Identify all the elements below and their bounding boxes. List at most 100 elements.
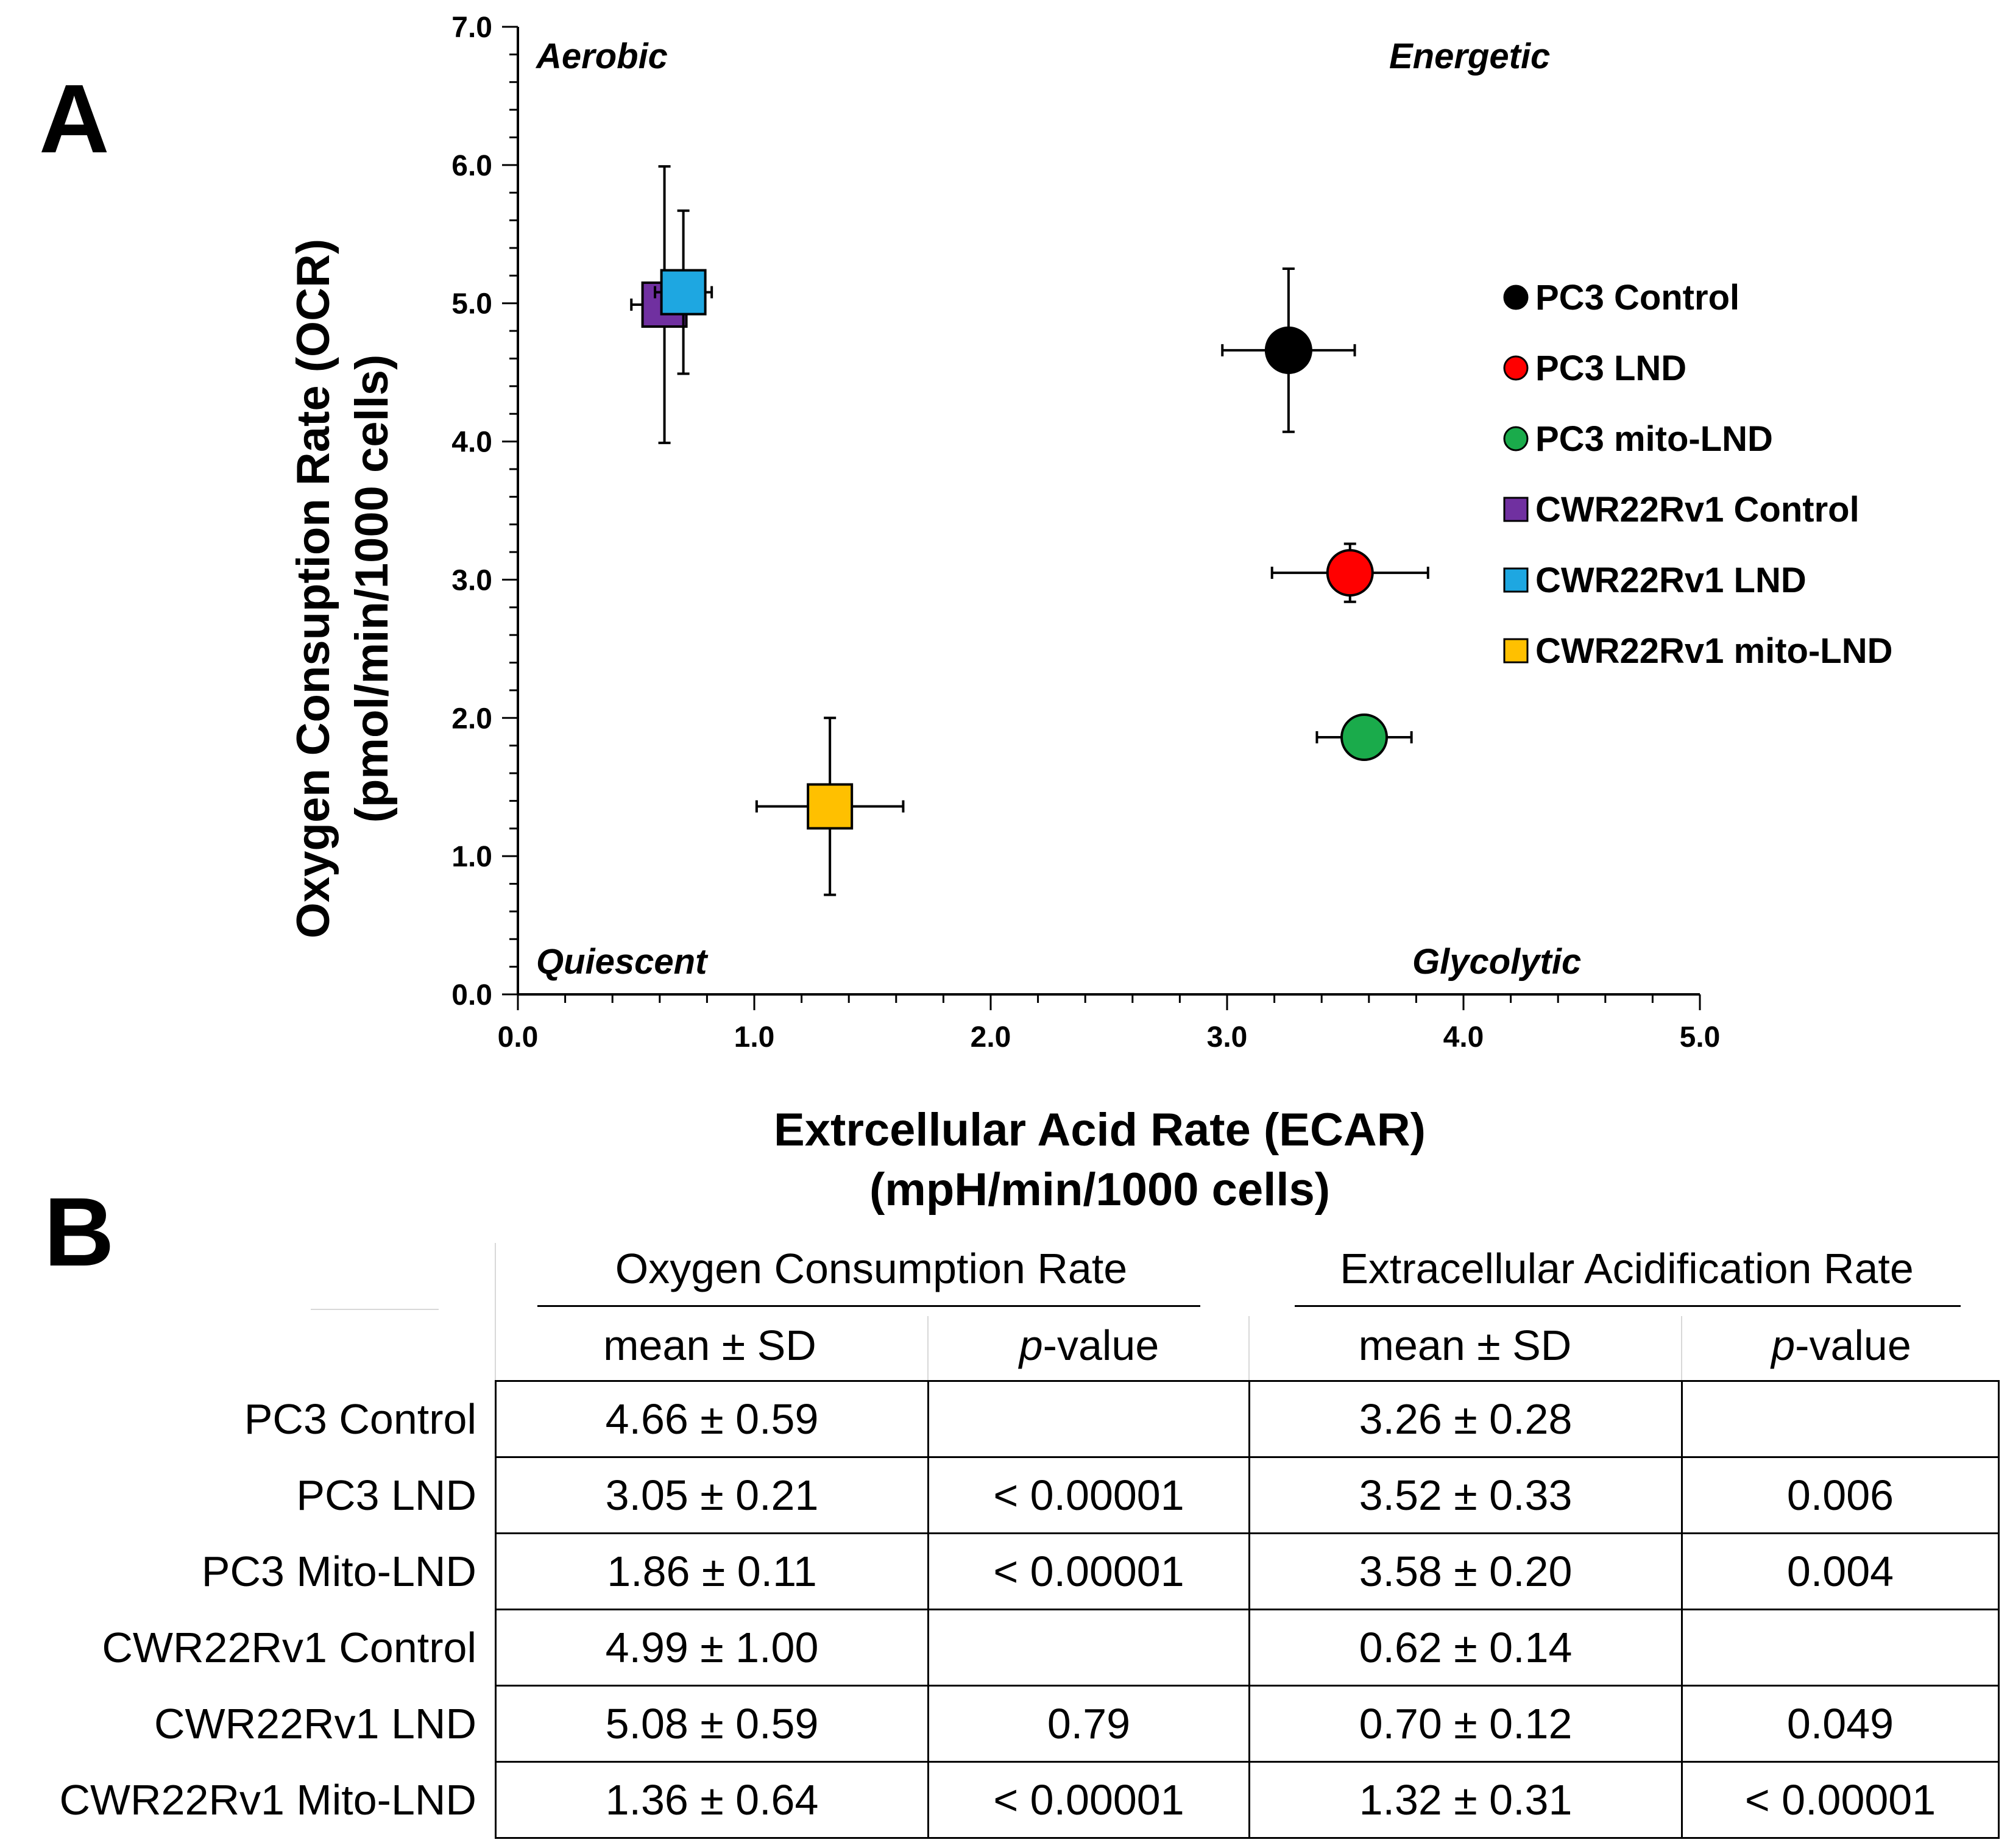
x-tick-label: 1.0 (734, 1021, 775, 1053)
chart-axes (517, 27, 1700, 996)
data-point-pc3-control (1221, 267, 1356, 433)
row-label: CWR22Rv1 Control (102, 1624, 476, 1671)
table-cell-ocr-mean: 4.66 ± 0.59 (605, 1395, 819, 1443)
table-column-line (1998, 1380, 2000, 1839)
quadrant-label-aerobic: Aerobic (535, 37, 668, 76)
header-divider (1681, 1316, 1682, 1380)
group-underline-ecar (1295, 1305, 1961, 1307)
chart-ticks: 0.0 1.0 2.0 3.0 4.0 5.0 0.0 1.0 2.0 3.0 4.0 5.0 6.0 7… (451, 12, 1720, 1053)
table-cell-ecar-p: 0.004 (1786, 1548, 1894, 1595)
x-tick-label: 4.0 (1443, 1021, 1484, 1053)
data-point-pc3-lnd (1270, 542, 1429, 603)
y-tick-label: 2.0 (451, 703, 492, 735)
data-point-cwr22rv1-mito-lnd (755, 717, 905, 896)
table-cell-ocr-mean: 3.05 ± 0.21 (605, 1471, 819, 1519)
data-marker-circle (1340, 713, 1389, 762)
results-table: B Oxygen Consumption Rate Extracellular … (0, 1177, 2010, 1848)
table-row-line (495, 1685, 2000, 1687)
y-tick-label: 4.0 (451, 427, 492, 459)
table-cell-ecar-mean: 1.32 ± 0.31 (1359, 1776, 1573, 1824)
x-tick-label: 2.0 (971, 1021, 1011, 1053)
y-tick-label: 1.0 (451, 841, 492, 873)
row-label: PC3 Control (244, 1395, 476, 1443)
data-marker-square (807, 783, 854, 830)
legend-entry: PC3 LND (1503, 349, 1686, 388)
y-axis-title-line1: Oxygen Consuption Rate (OCR) (288, 239, 339, 938)
table-cell-ecar-mean: 3.26 ± 0.28 (1359, 1395, 1573, 1443)
row-label: PC3 LND (296, 1471, 476, 1519)
table-cell-ocr-mean: 5.08 ± 0.59 (605, 1700, 819, 1747)
table-cell-ocr-p: < 0.00001 (993, 1776, 1184, 1824)
panel-b-label: B (44, 1177, 115, 1286)
legend-label: PC3 Control (1535, 278, 1739, 317)
header-divider (927, 1316, 929, 1380)
subheader-ecar-mean: mean ± SD (1358, 1322, 1572, 1369)
legend-marker-circle (1503, 355, 1529, 381)
data-point-cwr22rv1-lnd (654, 209, 713, 375)
legend-label: CWR22Rv1 mito-LND (1535, 631, 1893, 671)
legend-label: PC3 LND (1535, 349, 1686, 388)
group-header-ocr: Oxygen Consumption Rate (615, 1245, 1128, 1292)
header-divider (495, 1243, 496, 1380)
table-cell-ecar-p: < 0.00001 (1744, 1776, 1936, 1824)
row-label: PC3 Mito-LND (201, 1548, 476, 1595)
table-cell-ocr-p: < 0.00001 (993, 1548, 1184, 1595)
legend-label: CWR22Rv1 Control (1535, 490, 1860, 529)
y-tick-label: 3.0 (451, 564, 492, 597)
table-row-line (495, 1609, 2000, 1610)
ocr-ecar-scatter-chart: A 0.0 1.0 2.0 3.0 4.0 5.0 0.0 1.0 2.0 3.0 4.0 5.0 6.… (39, 12, 1893, 1216)
legend-entry: PC3 mito-LND (1503, 419, 1773, 459)
x-tick-label: 5.0 (1680, 1021, 1721, 1053)
data-point-pc3-mito-lnd (1315, 713, 1413, 762)
table-cell-ecar-mean: 0.70 ± 0.12 (1359, 1700, 1573, 1747)
header-divider (1248, 1316, 1250, 1380)
table-column-line (495, 1380, 497, 1839)
table-cell-ocr-mean: 1.36 ± 0.64 (605, 1776, 819, 1824)
legend-entry: CWR22Rv1 Control (1503, 490, 1860, 529)
table-column-line (1681, 1380, 1683, 1839)
legend-marker-square (1503, 567, 1529, 593)
panel-a-label: A (39, 64, 110, 173)
table-cell-ocr-p: < 0.00001 (993, 1471, 1184, 1519)
table-cell-ocr-mean: 4.99 ± 1.00 (605, 1624, 819, 1671)
legend-entry: CWR22Rv1 LND (1503, 561, 1807, 600)
x-tick-label: 0.0 (498, 1021, 539, 1053)
row-label: CWR22Rv1 LND (154, 1700, 476, 1747)
table-cell-ecar-mean: 3.58 ± 0.20 (1359, 1548, 1573, 1595)
chart-legend: PC3 Control PC3 LND PC3 mito-LND CWR22Rv1 C… (1503, 278, 1893, 671)
subheader-ocr-mean: mean ± SD (603, 1322, 816, 1369)
subheader-ecar-pvalue: p-value (1683, 1321, 2000, 1370)
quadrant-label-energetic: Energetic (1389, 37, 1550, 76)
legend-label: PC3 mito-LND (1535, 419, 1773, 459)
data-marker-square (660, 269, 707, 316)
quadrant-label-quiescent: Quiescent (536, 942, 709, 982)
p-italic: p (1771, 1322, 1796, 1369)
legend-marker-square (1503, 638, 1529, 664)
p-italic: p (1019, 1322, 1043, 1369)
table-cell-ecar-mean: 3.52 ± 0.33 (1359, 1471, 1573, 1519)
data-marker-circle (1264, 326, 1312, 374)
p-rest: -value (1795, 1322, 1911, 1369)
y-tick-label: 0.0 (451, 979, 492, 1011)
x-tick-label: 3.0 (1207, 1021, 1248, 1053)
table-row-line (495, 1532, 2000, 1534)
table-row-line (495, 1456, 2000, 1458)
table-row-line (495, 1837, 2000, 1839)
data-points (630, 165, 1429, 896)
group-underline-ocr (537, 1305, 1200, 1307)
group-header-ecar: Extracellular Acidification Rate (1340, 1245, 1914, 1292)
x-axis-title-line1: Extrcellular Acid Rate (ECAR) (774, 1104, 1426, 1156)
table-cell-ocr-mean: 1.86 ± 0.11 (607, 1548, 817, 1595)
legend-entry: CWR22Rv1 mito-LND (1503, 631, 1893, 671)
table-cell-ecar-p: 0.049 (1786, 1700, 1894, 1747)
legend-marker-circle (1503, 426, 1529, 451)
table-cell-ecar-p: 0.006 (1786, 1471, 1894, 1519)
table-cell-ecar-mean: 0.62 ± 0.14 (1359, 1624, 1573, 1671)
legend-marker-circle (1503, 285, 1529, 310)
row-label: CWR22Rv1 Mito-LND (59, 1776, 476, 1824)
subheader-ocr-pvalue: p-value (929, 1321, 1249, 1370)
quadrant-labels: Aerobic Energetic Quiescent Glycolytic (535, 37, 1581, 982)
legend-marker-square (1503, 497, 1529, 522)
y-tick-label: 7.0 (451, 12, 492, 44)
y-tick-label: 5.0 (451, 288, 492, 320)
